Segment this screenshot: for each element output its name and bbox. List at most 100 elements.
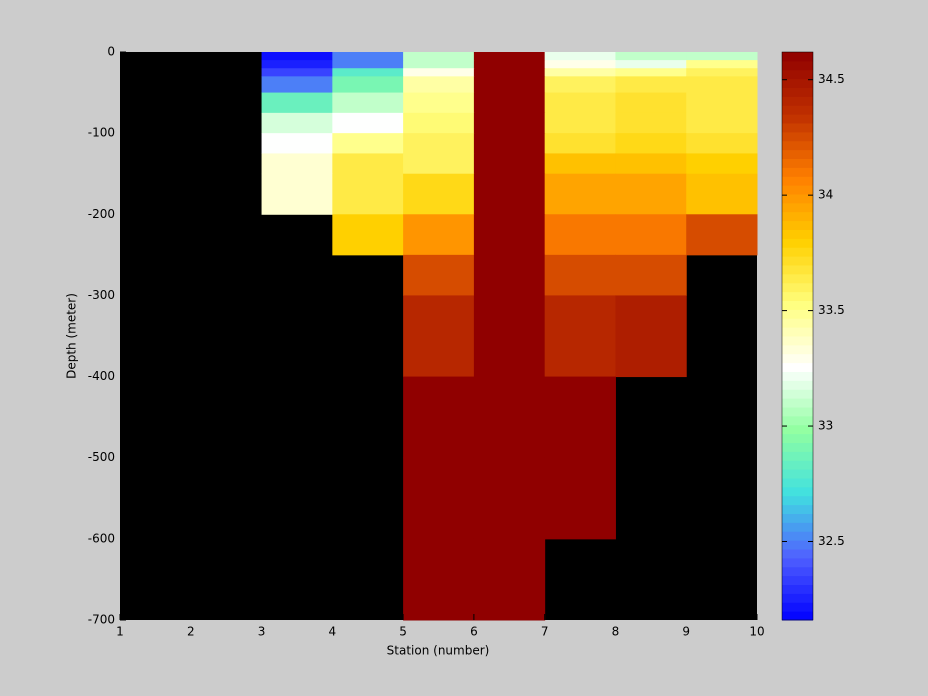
colorbar-swatch [782, 229, 813, 239]
y-tick-label: -600 [88, 531, 115, 545]
y-tick-label: -200 [88, 207, 115, 221]
colorbar-swatch [782, 557, 813, 568]
cell [403, 254, 475, 296]
colorbar-swatch [782, 549, 813, 559]
cell [686, 214, 758, 256]
cell [403, 60, 475, 69]
y-tick-label: -500 [88, 450, 115, 464]
cell [473, 214, 546, 256]
x-tick-label: 8 [612, 625, 620, 639]
cell [615, 60, 687, 69]
x-axis-label: Station (number) [387, 644, 490, 658]
cell [332, 173, 404, 215]
colorbar-swatch [782, 105, 813, 115]
y-tick-label: -700 [88, 613, 115, 627]
cell [544, 92, 616, 114]
cell [544, 68, 616, 77]
colorbar-swatch [782, 60, 813, 71]
colorbar-swatch [782, 52, 813, 62]
colorbar-swatch [782, 158, 813, 168]
y-tick-label: 0 [107, 45, 115, 59]
cell [686, 112, 758, 134]
cell [403, 173, 475, 215]
cell [615, 173, 687, 215]
colorbar-swatch [782, 415, 813, 426]
cell [544, 376, 616, 459]
cell [332, 60, 404, 69]
cell [615, 295, 687, 378]
colorbar-swatch [782, 513, 813, 523]
colorbar-swatch [782, 371, 813, 381]
x-tick-label: 1 [116, 625, 124, 639]
colorbar-swatch [782, 460, 813, 470]
cell [403, 538, 475, 621]
colorbar-swatch [782, 389, 813, 399]
colorbar-swatch [782, 273, 813, 284]
colorbar-swatch [782, 220, 813, 230]
colorbar-swatch [782, 300, 813, 310]
cell [544, 76, 616, 94]
colorbar-swatch [782, 566, 813, 577]
colorbar-swatch [782, 522, 813, 532]
cell [544, 112, 616, 134]
cell [332, 133, 404, 154]
y-tick-label: -300 [88, 288, 115, 302]
x-tick-label: 9 [682, 625, 690, 639]
colorbar-swatch [782, 123, 813, 133]
cell [261, 52, 333, 61]
colorbar-swatch [782, 344, 813, 355]
cell [403, 92, 475, 114]
cell [261, 153, 333, 175]
colorbar-swatch [782, 424, 813, 435]
cell [615, 52, 687, 61]
cell [686, 173, 758, 215]
cell [686, 60, 758, 69]
colorbar-swatch [782, 398, 813, 408]
cell [473, 254, 546, 296]
cell [615, 254, 687, 296]
colorbar-swatch [782, 309, 813, 319]
x-tick-label: 5 [399, 625, 407, 639]
colorbar-swatch [782, 353, 813, 364]
y-tick-label: -400 [88, 369, 115, 383]
cell [615, 92, 687, 114]
cell [332, 153, 404, 175]
colorbar-swatch [782, 256, 813, 266]
cell [473, 76, 546, 94]
colorbar-swatch [782, 362, 813, 372]
colorbar-tick-label: 33 [818, 419, 833, 433]
colorbar-swatch [782, 87, 813, 97]
cell [403, 52, 475, 61]
colorbar-swatch [782, 78, 813, 88]
cell [261, 76, 333, 94]
cell [615, 76, 687, 94]
colorbar-swatch [782, 69, 813, 80]
colorbar-swatch [782, 540, 813, 550]
y-tick-label: -100 [88, 126, 115, 140]
colorbar-swatch [782, 202, 813, 213]
colorbar-swatch [782, 327, 813, 337]
cell [473, 60, 546, 69]
colorbar-swatch [782, 575, 813, 585]
cell [261, 133, 333, 154]
colorbar-tick-label: 33.5 [818, 303, 845, 317]
colorbar-tick-label: 32.5 [818, 534, 845, 548]
cell [403, 133, 475, 154]
cell [403, 376, 475, 459]
cell [332, 76, 404, 94]
cell [686, 68, 758, 77]
colorbar-swatch [782, 238, 813, 248]
cell [686, 52, 758, 61]
cell [473, 295, 546, 378]
cell [615, 214, 687, 256]
cell [332, 92, 404, 114]
cell [544, 457, 616, 540]
cell [686, 76, 758, 94]
colorbar-swatch [782, 602, 813, 612]
cell [615, 133, 687, 154]
cell [544, 254, 616, 296]
colorbar-tick-label: 34 [818, 188, 833, 202]
colorbar-swatch [782, 593, 813, 603]
cell [403, 214, 475, 256]
colorbar-swatch [782, 140, 813, 151]
